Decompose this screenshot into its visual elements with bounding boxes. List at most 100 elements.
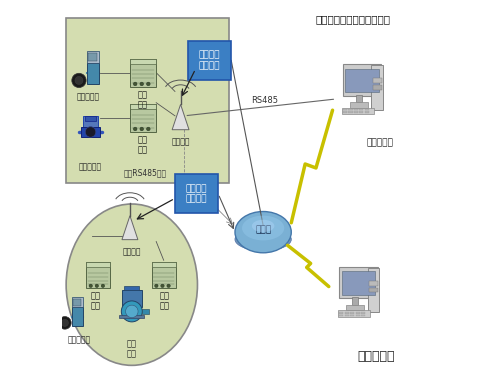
Bar [354,109,358,110]
Bar [130,59,156,64]
Bar [188,41,231,80]
Bar [361,315,365,316]
Text: RS485: RS485 [252,96,278,105]
Bar [175,174,218,214]
Bar [344,313,349,314]
Bar [338,310,370,317]
Text: 电磁流量计: 电磁流量计 [68,335,91,344]
Bar [350,311,354,313]
Text: 机井
水泵: 机井 水泵 [127,339,137,358]
Circle shape [140,127,143,131]
Text: 控制
模块: 控制 模块 [160,291,170,310]
Circle shape [167,284,170,288]
Bar [354,110,358,112]
Circle shape [161,284,164,288]
Bar [361,313,365,314]
Text: 采集
模块: 采集 模块 [138,90,148,110]
Text: 无线电台: 无线电台 [172,137,190,146]
Bar [350,315,354,316]
Bar [72,297,83,307]
Text: 滟池连村自动化系统结构图: 滟池连村自动化系统结构图 [316,14,390,25]
Bar [354,112,358,113]
Bar [72,299,81,306]
Bar [84,116,98,127]
Text: 无线RS485信号: 无线RS485信号 [124,168,166,177]
Bar [88,53,97,61]
Text: 张沟检测
控制系统: 张沟检测 控制系统 [186,184,208,203]
Circle shape [154,284,158,288]
Polygon shape [172,104,189,130]
Text: 现场计算机: 现场计算机 [366,138,393,147]
Polygon shape [122,216,138,240]
Bar [66,18,230,183]
Bar [360,109,364,110]
Bar [356,311,360,313]
Text: 采集
模块: 采集 模块 [90,291,101,310]
Bar [344,315,349,316]
Bar [120,314,144,318]
Bar [350,102,368,108]
Bar [340,311,344,313]
Circle shape [122,301,142,322]
Circle shape [86,127,96,137]
Circle shape [134,127,137,131]
Bar [86,116,96,121]
Bar [343,110,347,112]
Bar [340,313,344,314]
Bar [82,127,100,137]
Bar [369,281,378,286]
Circle shape [146,82,150,86]
Text: 滟池水利局: 滟池水利局 [357,350,395,363]
Bar [361,311,365,313]
Bar [130,104,156,132]
Bar [343,109,347,110]
Circle shape [146,127,150,131]
Bar [350,313,354,314]
Circle shape [75,76,83,84]
Ellipse shape [235,212,292,253]
Circle shape [89,284,92,288]
Bar [344,311,349,313]
Ellipse shape [235,228,292,251]
Bar [348,109,352,110]
Circle shape [62,319,68,327]
Bar [343,64,382,96]
Ellipse shape [242,215,284,240]
Circle shape [134,82,137,86]
Bar [86,262,110,267]
Bar [340,315,344,316]
Bar [372,79,382,83]
Bar [130,104,156,109]
Circle shape [95,284,98,288]
Circle shape [140,82,143,86]
Bar [368,268,379,312]
Circle shape [72,73,86,88]
Circle shape [126,305,138,318]
Bar [340,266,378,298]
Bar [87,63,99,84]
Bar [346,69,379,92]
Text: 控制
模块: 控制 模块 [138,135,148,155]
Bar [356,315,360,316]
Text: 智能电动阀: 智能电动阀 [79,162,102,171]
Bar [348,112,352,113]
Circle shape [58,316,71,329]
Bar [369,288,378,292]
Bar [372,65,382,110]
Bar [122,290,142,307]
Bar [87,51,99,63]
Bar [343,112,347,113]
Text: 以太网: 以太网 [255,226,271,235]
Bar [124,287,140,290]
Bar [346,305,364,310]
Bar [360,110,364,112]
Bar [356,94,362,102]
Bar [372,85,382,90]
Bar [86,262,110,288]
Bar [356,313,360,314]
Bar [142,309,148,314]
Text: 无线电台: 无线电台 [122,247,141,256]
Text: 电磁流量计: 电磁流量计 [77,93,100,102]
Bar [364,109,368,110]
Bar [364,112,368,113]
